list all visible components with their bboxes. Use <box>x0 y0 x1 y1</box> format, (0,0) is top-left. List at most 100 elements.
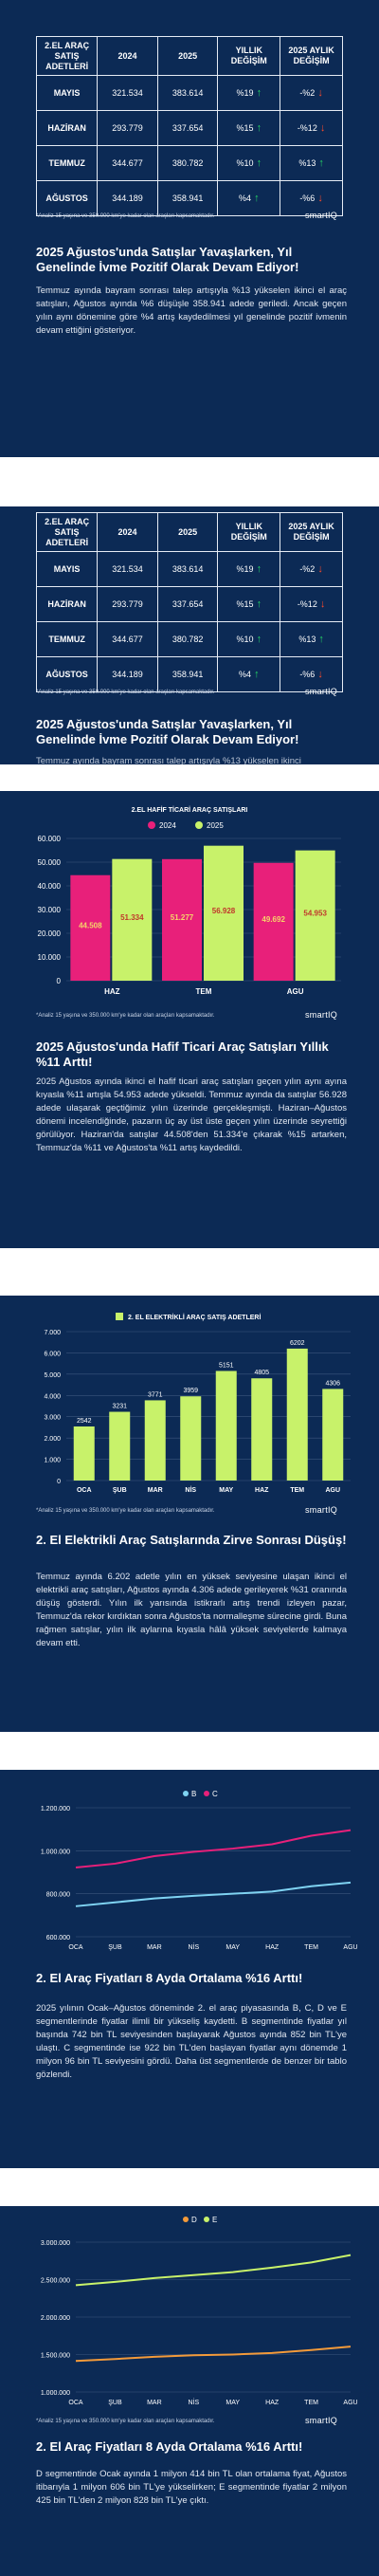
chart-title: 2. EL ELEKTRİKLİ ARAÇ SATIŞ ADETLERİ <box>128 1314 261 1321</box>
col-header: 2025 <box>156 36 219 76</box>
analysis-note: *Analiz 15 yaşına ve 350.000 km'ye kadar… <box>36 1508 215 1514</box>
chart-title: 2.EL HAFİF TİCARİ ARAÇ SATIŞLARI <box>132 806 248 814</box>
arrow-up-icon: ↑ <box>316 157 324 169</box>
article-body-cut: Temmuz ayında bayram sonrası talep artış… <box>36 756 301 764</box>
x-tick-label: AGU <box>287 987 304 996</box>
analysis-note: *Analiz 15 yaşına ve 350.000 km'ye kadar… <box>36 690 215 695</box>
bar <box>73 1426 95 1481</box>
bar-value-label: 4306 <box>325 1380 340 1387</box>
y-tick-label: 7.000 <box>44 1330 61 1336</box>
table-cell: HAZİRAN <box>35 110 99 146</box>
col-header: 2.EL ARAÇ SATIŞ ADETLERİ <box>35 36 99 76</box>
y-tick-label: 1.200.000 <box>41 1806 70 1812</box>
series-line <box>75 1881 352 1907</box>
cell-value: 321.534 <box>112 564 143 574</box>
y-tick-label: 1.500.000 <box>41 2353 70 2360</box>
x-tick-label: MAR <box>148 1487 163 1494</box>
arrow-down-icon: ↓ <box>315 193 323 204</box>
y-tick-label: 60.000 <box>38 835 62 843</box>
article-title: 2025 Ağustos'unda Satışlar Yavaşlarken, … <box>36 717 299 746</box>
bar-value-label: 54.953 <box>303 909 327 917</box>
bar <box>251 1378 273 1481</box>
x-tick-label: ŞUB <box>108 2400 122 2406</box>
table-row: TEMMUZ 344.677 380.782 %10 ↑ %13 ↑ <box>35 621 343 657</box>
bar-value-label: 3771 <box>148 1391 163 1398</box>
table-cell: TEMMUZ <box>35 621 99 657</box>
analysis-note: *Analiz 15 yaşına ve 350.000 km'ye kadar… <box>36 213 215 219</box>
col-header: 2024 <box>97 36 158 76</box>
cell-value: TEMMUZ <box>48 158 85 168</box>
y-tick-label: 30.000 <box>38 906 62 914</box>
y-tick-label: 3.000 <box>44 1415 61 1422</box>
price-de-panel: D E 1.000.000 1.500.000 2.000.000 2.500.000 3.… <box>0 2206 379 2576</box>
legend-label: 2025 <box>207 821 224 830</box>
col-header: 2025 AYLIK DEĞİŞİM <box>280 36 343 76</box>
y-tick-label: 1.000 <box>44 1458 61 1464</box>
table-cell: %19 ↑ <box>217 75 281 111</box>
y-tick-label: 5.000 <box>44 1372 61 1379</box>
x-tick-label: MAR <box>147 1944 162 1951</box>
x-tick-label: MAR <box>147 2400 162 2406</box>
arrow-up-icon: ↑ <box>253 563 262 575</box>
electric-panel: 2. EL ELEKTRİKLİ ARAÇ SATIŞ ADETLERİ 0 1.0… <box>0 1296 379 1732</box>
col-header: 2025 AYLIK DEĞİŞİM <box>280 512 343 552</box>
price-bc-chart: B C 600.000 800.000 1.000.000 1.200.000 OCA ŞUB… <box>41 1790 358 1951</box>
arrow-up-icon: ↑ <box>253 87 262 99</box>
table-cell: -%2 ↓ <box>280 551 343 587</box>
y-tick-label: 2.000.000 <box>41 2315 70 2322</box>
price-de-chart: D E 1.000.000 1.500.000 2.000.000 2.500.000 3.… <box>41 2216 358 2406</box>
arrow-up-icon: ↑ <box>251 193 260 204</box>
legend-label: C <box>212 1790 218 1798</box>
cell-value: -%6 <box>299 670 316 679</box>
cell-value: 383.614 <box>171 564 204 574</box>
arrow-up-icon: ↑ <box>253 634 262 645</box>
cell-value: 380.782 <box>171 635 204 644</box>
table-row: HAZİRAN 293.779 337.654 %15 ↑ -%12 ↓ <box>35 110 343 146</box>
bar <box>286 1348 308 1481</box>
bar <box>253 862 294 981</box>
table-header-row: 2.EL ARAÇ SATIŞ ADETLERİ 2024 2025 YILLI… <box>35 512 343 552</box>
cell-value: %13 <box>298 158 316 168</box>
x-tick-label: TEM <box>304 2400 318 2406</box>
x-tick-label: TEM <box>196 987 212 996</box>
cell-value: %4 <box>239 670 252 679</box>
arrow-down-icon: ↓ <box>315 87 323 99</box>
table-cell: TEMMUZ <box>35 145 99 181</box>
article-title: 2025 Ağustos'unda Hafif Ticari Araç Satı… <box>36 1040 329 1069</box>
x-tick-label: MAY <box>226 2400 240 2406</box>
legend-label: E <box>212 2216 217 2224</box>
bar <box>322 1389 344 1481</box>
cell-value: %19 <box>236 88 254 98</box>
table-cell: 358.941 <box>156 180 219 216</box>
sales-table-panel-1: 2.EL ARAÇ SATIŞ ADETLERİ 2024 2025 YILLI… <box>0 0 379 457</box>
table-cell: 344.189 <box>97 180 158 216</box>
table-cell: 293.779 <box>97 110 158 146</box>
legend-swatch <box>195 821 203 829</box>
article-body: Temmuz ayında 6.202 adetle yılın en yüks… <box>36 1572 347 1648</box>
bar <box>112 858 153 981</box>
article-title: 2025 Ağustos'unda Satışlar Yavaşlarken, … <box>36 245 299 274</box>
bar-value-label: 56.928 <box>212 907 236 915</box>
light-commercial-chart: 2.EL HAFİF TİCARİ ARAÇ SATIŞLARI 2024 2025… <box>38 806 341 996</box>
cell-value: AĞUSTOS <box>45 193 88 203</box>
x-tick-label: TEM <box>304 1944 318 1951</box>
y-tick-label: 0 <box>57 1479 61 1485</box>
electric-sales-chart: 2. EL ELEKTRİKLİ ARAÇ SATIŞ ADETLERİ 0 1.0… <box>44 1313 351 1494</box>
cell-value: %13 <box>298 635 316 644</box>
bar-value-label: 5151 <box>219 1362 234 1369</box>
cell-value: -%12 <box>297 123 317 133</box>
y-tick-label: 600.000 <box>46 1935 70 1941</box>
table-cell: AĞUSTOS <box>35 656 99 692</box>
cell-value: 358.941 <box>171 193 204 203</box>
article-body: Temmuz ayında bayram sonrası talep artış… <box>36 285 347 336</box>
series-line <box>75 2254 352 2287</box>
cell-value: -%6 <box>299 193 316 203</box>
bar <box>295 850 335 981</box>
table-cell: %15 ↑ <box>217 110 281 146</box>
cell-value: TEMMUZ <box>48 635 85 644</box>
cell-value: %4 <box>239 193 252 203</box>
bar-value-label: 6202 <box>290 1340 305 1347</box>
arrow-up-icon: ↑ <box>253 598 262 610</box>
analysis-note: *Analiz 15 yaşına ve 350.000 km'ye kadar… <box>36 2419 215 2424</box>
table-body: MAYIS 321.534 383.614 %19 ↑ -%2 ↓ HAZİRAN 293.… <box>35 551 343 692</box>
